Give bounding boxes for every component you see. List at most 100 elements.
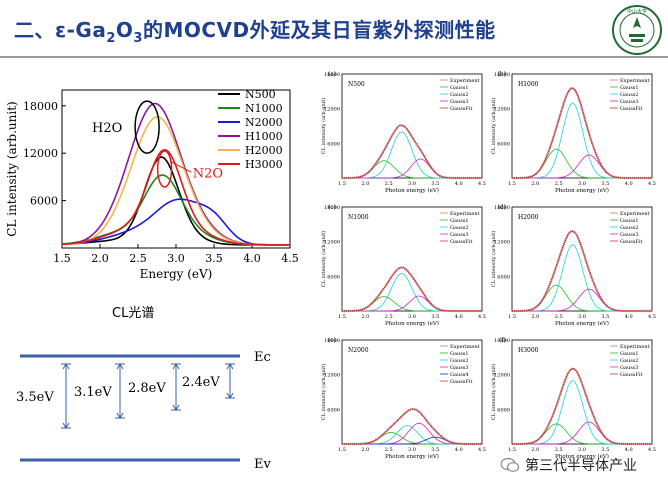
legend-label: GaussFit [450,239,472,245]
arrow-head [116,363,124,370]
legend-label: GaussFit [620,106,642,112]
header-divider [0,56,668,58]
x-tick-label: 3.5 [431,314,439,320]
x-tick-label: 3.5 [601,314,609,320]
legend-label: Gauss2 [450,358,469,364]
x-tick-label: 1.5 [508,447,516,453]
legend-label: Gauss2 [450,225,469,231]
h2o-circle [134,100,160,154]
x-tick-label: 3.0 [578,314,586,320]
gauss-component [342,431,482,445]
y-tick-label: 18000 [494,338,510,344]
x-tick-label: 2.5 [129,252,147,265]
ev-label: Ev [254,457,271,472]
x-tick-label: 2.0 [361,181,369,187]
legend-label: Experiment [450,344,480,350]
arrow-head [226,363,234,370]
legend-label: GaussFit [450,106,472,112]
legend-label: Gauss1 [450,85,469,91]
gauss-component [512,379,652,445]
legend-label: Gauss2 [620,358,639,364]
x-tick-label: 2.5 [385,447,393,453]
gauss-component [512,154,652,179]
cl-spectrum-chart: 1.5 2.0 2.5 3.0 3.5 4.0 4.5 18000 12000 6000 Energ… [5,88,299,281]
x-tick-label: 4.0 [455,314,463,320]
x-tick-label: 2.5 [385,181,393,187]
panel-name: H1000 [518,81,539,88]
legend-label: H2000 [245,144,283,157]
y-axis-label: CL intensity (arb.unit) [490,364,497,420]
arrow-head [226,392,234,399]
n2o-circle [156,150,173,188]
x-tick-label: 1.5 [338,447,346,453]
energy-level-label: 2.4eV [182,375,220,390]
legend-label: Gauss2 [620,225,639,231]
series-N1000 [61,174,290,246]
x-tick-label: 3.0 [408,447,416,453]
x-tick-label: 3.5 [601,181,609,187]
gauss-component [342,273,482,312]
panel-name: H3000 [518,347,539,354]
x-tick-label: 3.0 [408,314,416,320]
legend-label: N500 [245,88,276,101]
gauss-component [342,422,482,445]
x-tick-label: 2.0 [531,181,539,187]
y-axis-label: CL intensity (arb.unit) [490,98,497,154]
x-tick-label: 4.5 [281,252,299,265]
panel-tag: (c) [328,204,336,211]
gauss-fit [342,267,482,312]
panel-name: N500 [348,81,365,88]
legend-label: Gauss2 [450,92,469,98]
x-tick-label: 2.5 [555,447,563,453]
x-axis-label: Energy (eV) [140,267,213,281]
y-tick-label: 6000 [327,141,340,147]
gauss-component [512,102,652,179]
x-axis-label: Photon energy (eV) [555,187,609,194]
arrow-head [172,363,180,370]
gauss-fit [342,124,482,179]
gauss-component [512,244,652,312]
y-tick-label: 18000 [324,72,340,78]
cl-caption: CL光谱 [112,306,155,321]
experiment-data [512,367,652,446]
experiment-data [342,124,482,180]
page-title: 二、ε-Ga2O3的MOCVD外延及其日盲紫外探测性能 [14,18,496,46]
x-tick-label: 3.5 [601,447,609,453]
energy-level-label: 3.5eV [16,390,54,405]
y-tick-label: 6000 [497,274,510,280]
x-tick-label: 2.5 [385,314,393,320]
h2o-label: H2O [92,121,122,136]
x-tick-label: 2.0 [531,314,539,320]
gauss-component [512,148,652,179]
x-tick-label: 2.5 [555,314,563,320]
x-tick-label: 4.0 [455,447,463,453]
y-axis-label: CL intensity (arb.unit) [5,101,19,236]
energy-level-label: 3.1eV [74,385,112,400]
x-tick-label: 4.5 [478,181,486,187]
legend-label: GaussFit [620,239,642,245]
x-tick-label: 1.5 [508,314,516,320]
x-tick-label: 3.0 [578,447,586,453]
panel-frame [511,73,653,179]
legend-label: Experiment [450,78,480,84]
x-tick-label: 3.0 [578,181,586,187]
panel-name: N1000 [348,214,369,221]
y-tick-label: 12000 [324,107,340,113]
y-tick-label: 6000 [327,407,340,413]
series-H3000 [61,148,290,246]
arrow-head [62,422,70,429]
y-tick-label: 18000 [23,100,58,113]
y-tick-label: 12000 [23,147,58,160]
x-tick-label: 1.5 [338,181,346,187]
x-tick-label: 4.5 [478,447,486,453]
x-tick-label: 3.0 [408,181,416,187]
gauss-component [342,425,482,445]
x-tick-label: 3.5 [205,252,223,265]
legend-label: H3000 [245,158,283,171]
x-tick-label: 2.0 [361,447,369,453]
wechat-icon [500,457,520,472]
panel-frame [511,339,653,445]
energy-level-label: 2.8eV [128,381,166,396]
x-axis-label: Photon energy (eV) [555,453,609,460]
x-axis-label: Photon energy (eV) [385,453,439,460]
